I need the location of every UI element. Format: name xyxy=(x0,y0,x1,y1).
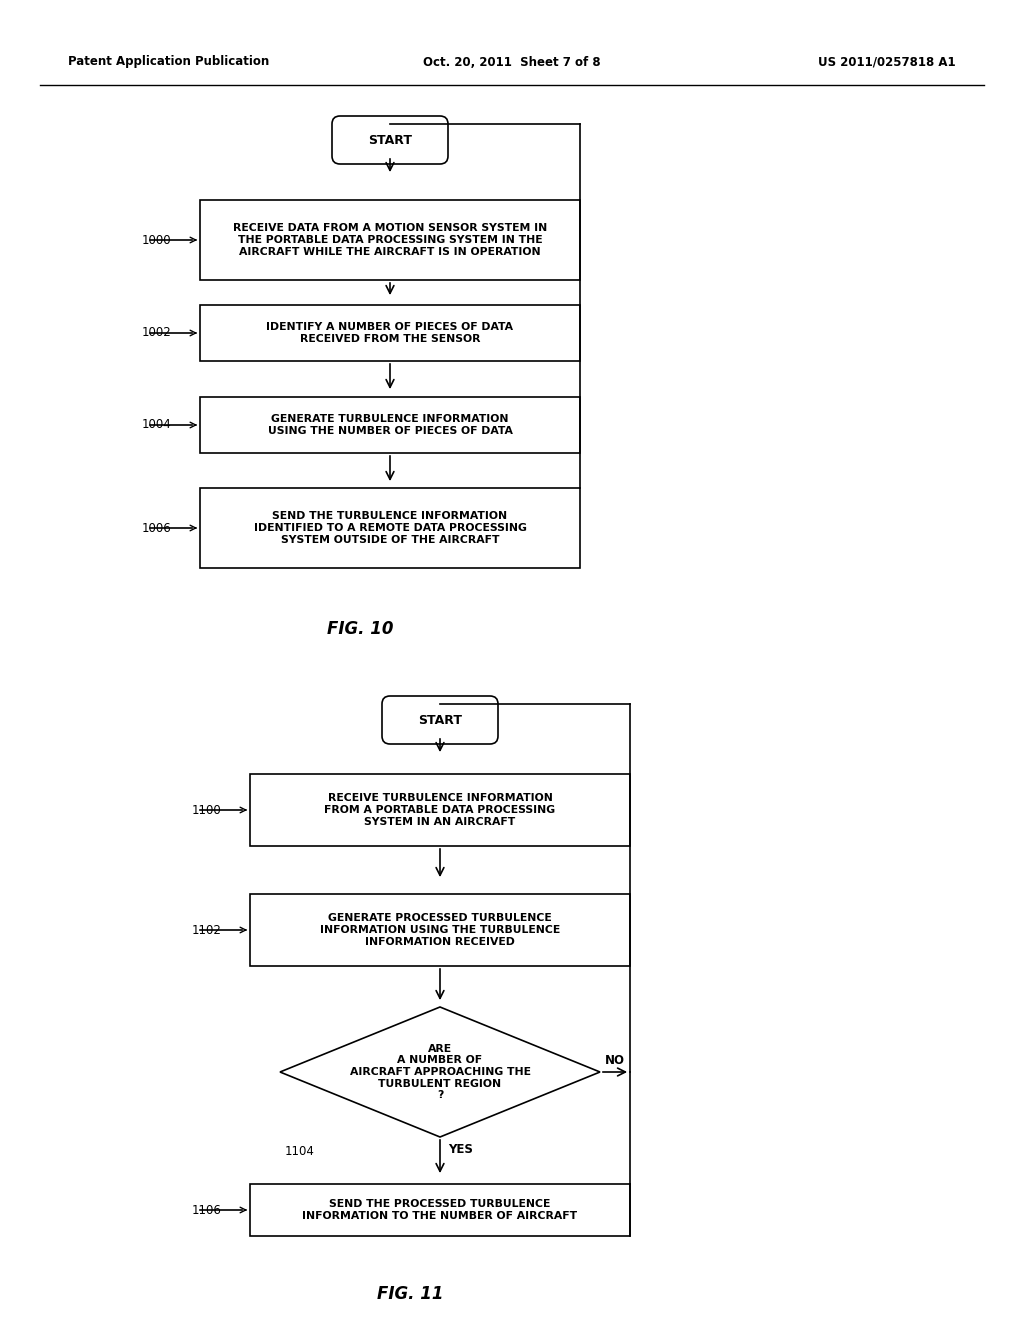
Text: FIG. 10: FIG. 10 xyxy=(327,620,393,638)
Text: Patent Application Publication: Patent Application Publication xyxy=(68,55,269,69)
Text: 1004: 1004 xyxy=(142,418,172,432)
Text: RECEIVE DATA FROM A MOTION SENSOR SYSTEM IN
THE PORTABLE DATA PROCESSING SYSTEM : RECEIVE DATA FROM A MOTION SENSOR SYSTEM… xyxy=(232,223,547,256)
Text: Oct. 20, 2011  Sheet 7 of 8: Oct. 20, 2011 Sheet 7 of 8 xyxy=(423,55,601,69)
Bar xyxy=(250,1184,630,1236)
Text: 1102: 1102 xyxy=(193,924,222,936)
Bar xyxy=(200,305,580,360)
Text: NO: NO xyxy=(605,1053,625,1067)
Bar xyxy=(250,774,630,846)
Text: ARE
A NUMBER OF
AIRCRAFT APPROACHING THE
TURBULENT REGION
?: ARE A NUMBER OF AIRCRAFT APPROACHING THE… xyxy=(349,1044,530,1100)
Text: IDENTIFY A NUMBER OF PIECES OF DATA
RECEIVED FROM THE SENSOR: IDENTIFY A NUMBER OF PIECES OF DATA RECE… xyxy=(266,322,513,343)
Bar xyxy=(200,488,580,568)
FancyBboxPatch shape xyxy=(332,116,449,164)
FancyBboxPatch shape xyxy=(382,696,498,744)
Text: START: START xyxy=(368,133,412,147)
Text: 1006: 1006 xyxy=(142,521,172,535)
Text: 1000: 1000 xyxy=(142,234,172,247)
Text: US 2011/0257818 A1: US 2011/0257818 A1 xyxy=(818,55,956,69)
Bar xyxy=(200,397,580,453)
Bar xyxy=(200,201,580,280)
Polygon shape xyxy=(280,1007,600,1137)
Text: SEND THE PROCESSED TURBULENCE
INFORMATION TO THE NUMBER OF AIRCRAFT: SEND THE PROCESSED TURBULENCE INFORMATIO… xyxy=(302,1199,578,1221)
Text: SEND THE TURBULENCE INFORMATION
IDENTIFIED TO A REMOTE DATA PROCESSING
SYSTEM OU: SEND THE TURBULENCE INFORMATION IDENTIFI… xyxy=(254,511,526,545)
Text: FIG. 11: FIG. 11 xyxy=(377,1284,443,1303)
Text: 1104: 1104 xyxy=(285,1144,314,1158)
Text: 1100: 1100 xyxy=(193,804,222,817)
Text: GENERATE PROCESSED TURBULENCE
INFORMATION USING THE TURBULENCE
INFORMATION RECEI: GENERATE PROCESSED TURBULENCE INFORMATIO… xyxy=(319,913,560,946)
Text: 1106: 1106 xyxy=(193,1204,222,1217)
Text: YES: YES xyxy=(449,1143,473,1156)
Text: RECEIVE TURBULENCE INFORMATION
FROM A PORTABLE DATA PROCESSING
SYSTEM IN AN AIRC: RECEIVE TURBULENCE INFORMATION FROM A PO… xyxy=(325,793,556,826)
Text: 1002: 1002 xyxy=(142,326,172,339)
Text: GENERATE TURBULENCE INFORMATION
USING THE NUMBER OF PIECES OF DATA: GENERATE TURBULENCE INFORMATION USING TH… xyxy=(267,414,512,436)
Text: START: START xyxy=(418,714,462,726)
Bar xyxy=(250,894,630,966)
